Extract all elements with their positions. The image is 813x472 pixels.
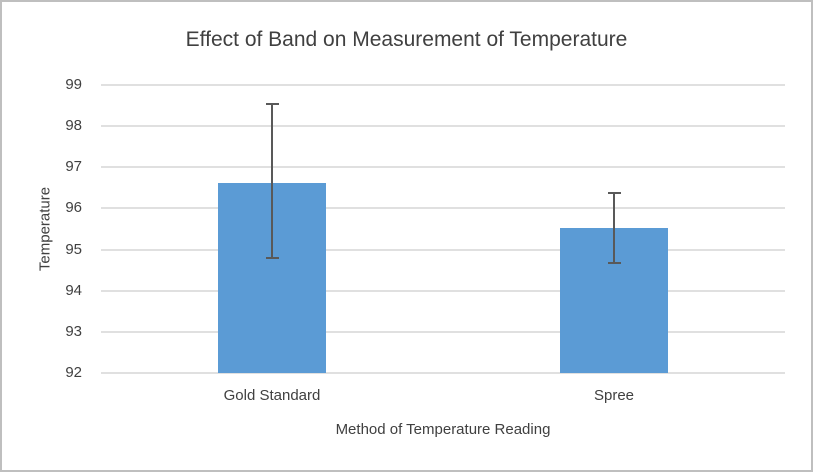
error-bar-spree bbox=[613, 192, 615, 264]
x-axis-title: Method of Temperature Reading bbox=[335, 421, 551, 438]
y-tick-label-92: 92 bbox=[65, 364, 82, 381]
gridline-93 bbox=[101, 331, 785, 333]
y-tick-label-97: 97 bbox=[65, 158, 82, 175]
gridline-97 bbox=[101, 166, 785, 168]
gridline-94 bbox=[101, 290, 785, 292]
gridline-95 bbox=[101, 249, 785, 251]
error-bar-top-cap-gold-standard bbox=[266, 103, 279, 105]
y-tick-label-94: 94 bbox=[65, 282, 82, 299]
gridline-96 bbox=[101, 207, 785, 209]
y-tick-label-99: 99 bbox=[65, 76, 82, 93]
gridline-98 bbox=[101, 125, 785, 127]
category-label-gold-standard: Gold Standard bbox=[223, 387, 321, 404]
y-tick-label-98: 98 bbox=[65, 117, 82, 134]
error-bar-gold-standard bbox=[271, 103, 273, 259]
error-bar-top-cap-spree bbox=[608, 192, 621, 194]
gridline-92 bbox=[101, 372, 785, 374]
y-tick-label-93: 93 bbox=[65, 323, 82, 340]
chart-title: Effect of Band on Measurement of Tempera… bbox=[185, 28, 628, 51]
error-bar-bottom-cap-spree bbox=[608, 262, 621, 264]
category-label-spree: Spree bbox=[593, 387, 635, 404]
plot-area bbox=[101, 84, 785, 374]
y-tick-label-95: 95 bbox=[65, 241, 82, 258]
error-bar-bottom-cap-gold-standard bbox=[266, 257, 279, 259]
gridline-99 bbox=[101, 84, 785, 86]
y-tick-label-96: 96 bbox=[65, 199, 82, 216]
